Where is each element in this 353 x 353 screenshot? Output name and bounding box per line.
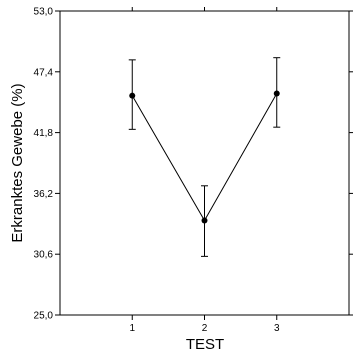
y-tick-label: 41,8 (34, 128, 54, 139)
x-tick-label: 2 (202, 323, 208, 334)
x-axis-ticks: 1 2 3 (129, 7, 280, 334)
plot-frame (59, 10, 350, 316)
y-tick-label: 25,0 (34, 311, 54, 322)
x-axis-title: TEST (186, 336, 224, 353)
x-tick-label: 3 (274, 323, 280, 334)
y-axis-title: Erkranktes Gewebe (%) (9, 83, 26, 242)
y-tick-label: 47,4 (34, 67, 54, 78)
y-tick-label: 53,0 (34, 7, 54, 18)
y-tick-label: 30,6 (34, 250, 54, 261)
x-tick-label: 1 (129, 323, 135, 334)
y-tick-label: 36,2 (34, 189, 54, 200)
series-layer (128, 57, 281, 257)
data-point (273, 90, 280, 97)
data-point (201, 217, 208, 224)
y-axis-ticks: 25,0 30,6 36,2 41,8 47,4 53,0 (34, 7, 353, 322)
data-point (129, 92, 136, 99)
